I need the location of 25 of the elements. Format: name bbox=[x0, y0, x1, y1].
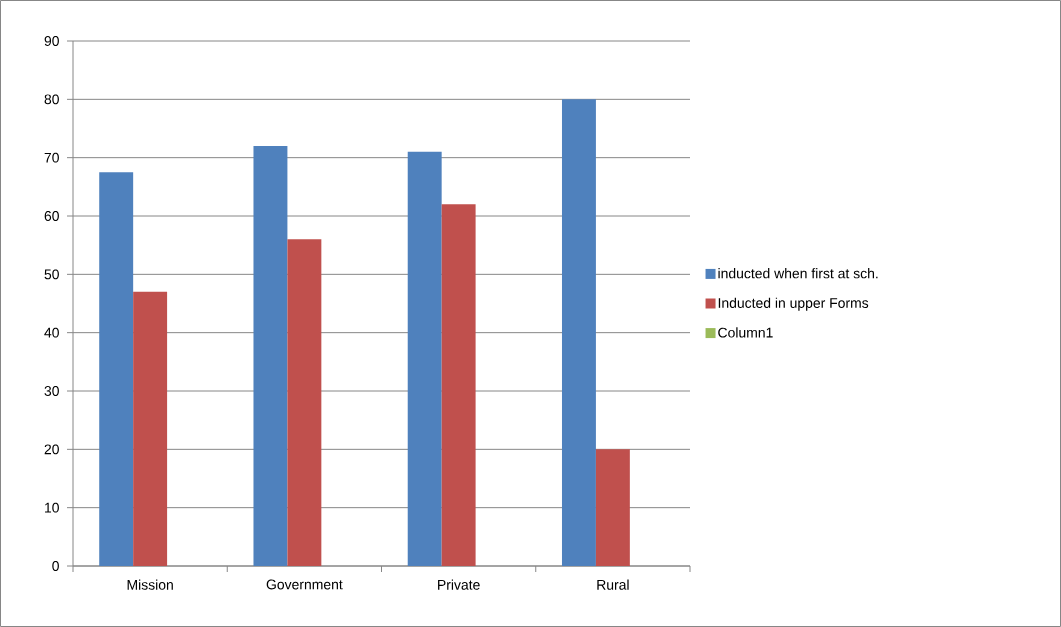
y-tick-label: 20 bbox=[44, 444, 59, 455]
x-tick-label: Government bbox=[266, 579, 343, 590]
y-tick-label: 50 bbox=[44, 269, 59, 280]
y-tick-label: 0 bbox=[52, 561, 59, 571]
y-tick-label: 70 bbox=[44, 152, 59, 163]
y-tick-label: 10 bbox=[45, 502, 59, 513]
bar bbox=[595, 449, 630, 566]
y-tick-label: 30 bbox=[44, 386, 59, 396]
legend-label: Inducted in upper Forms bbox=[718, 297, 869, 311]
bar bbox=[133, 291, 168, 566]
y-tick-label: 60 bbox=[44, 211, 59, 221]
bar bbox=[253, 146, 288, 566]
y-tick-label: 90 bbox=[44, 36, 59, 46]
legend-label: inducted when first at sch. bbox=[718, 268, 878, 279]
y-tick-label: 80 bbox=[44, 94, 59, 105]
x-tick-label: Mission bbox=[127, 579, 173, 590]
bar bbox=[561, 99, 596, 566]
legend-label: Column1 bbox=[718, 327, 773, 338]
x-tick-label: Private bbox=[438, 579, 480, 590]
bar bbox=[441, 204, 476, 566]
bar bbox=[99, 172, 134, 566]
bar bbox=[287, 239, 322, 566]
y-tick-label: 40 bbox=[44, 327, 59, 338]
bar bbox=[407, 151, 442, 566]
x-tick-label: Rural bbox=[597, 579, 629, 590]
